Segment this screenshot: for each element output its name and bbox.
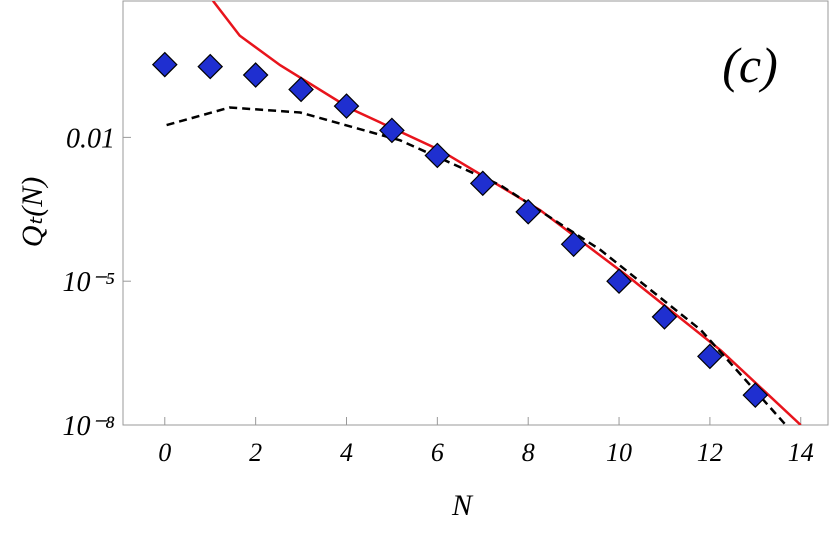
x-tick-label: 0 xyxy=(158,438,171,467)
x-tick-label: 14 xyxy=(788,438,814,467)
point xyxy=(651,304,678,330)
y-tick-label: 10⁻⁵ xyxy=(62,267,115,298)
point xyxy=(288,76,314,103)
x-tick-label: 2 xyxy=(249,438,262,467)
plot-area xyxy=(151,1,802,425)
point xyxy=(560,231,587,258)
point xyxy=(197,53,224,80)
y-tick-label: 10⁻⁸ xyxy=(62,411,115,442)
point xyxy=(742,382,769,408)
x-tick-label: 4 xyxy=(340,438,353,467)
point xyxy=(469,170,496,197)
point xyxy=(333,93,360,119)
y-tick-label: 0.01 xyxy=(66,123,115,154)
point xyxy=(606,268,632,295)
x-axis-label: N xyxy=(451,489,474,522)
point xyxy=(515,198,542,225)
x-tick-label: 6 xyxy=(431,438,444,467)
point xyxy=(697,343,723,370)
plot-frame xyxy=(122,0,829,426)
point xyxy=(242,62,269,88)
point xyxy=(379,117,405,144)
y-axis-label: Qₜ(N) xyxy=(16,177,49,248)
curve xyxy=(166,106,787,425)
point xyxy=(424,142,451,169)
point xyxy=(151,51,178,78)
x-tick-label: 12 xyxy=(697,438,723,467)
x-tick-label: 10 xyxy=(606,438,632,467)
annotation: (c) xyxy=(722,37,778,93)
x-tick-label: 8 xyxy=(522,438,535,467)
